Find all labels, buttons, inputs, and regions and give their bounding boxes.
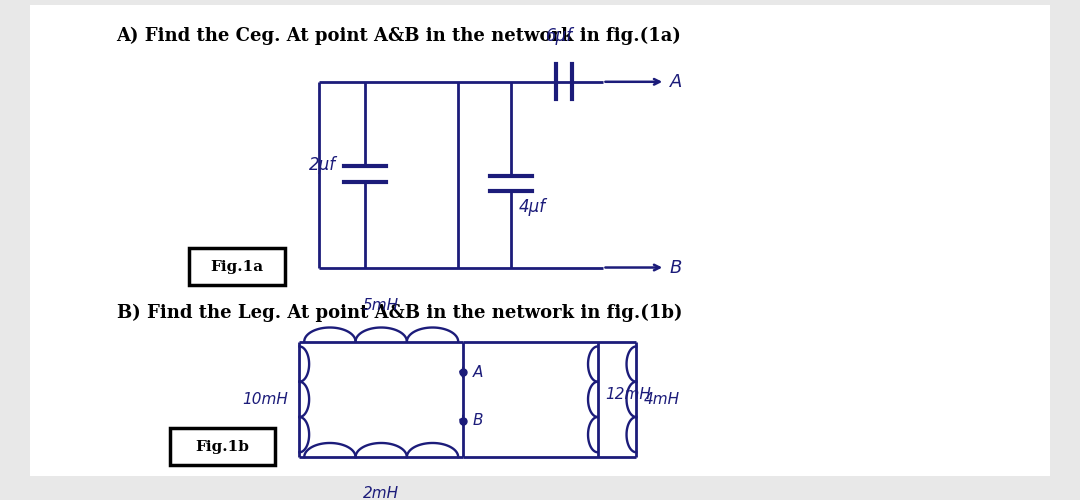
Text: 5mH: 5mH bbox=[363, 298, 400, 312]
Text: Fig.1a: Fig.1a bbox=[211, 260, 264, 274]
Text: 4μf: 4μf bbox=[518, 198, 546, 216]
Text: 2mH: 2mH bbox=[363, 486, 400, 500]
FancyBboxPatch shape bbox=[189, 248, 285, 285]
FancyBboxPatch shape bbox=[30, 5, 1050, 476]
Text: A) Find the Ceg. At point A&B in the network in fig.(1a): A) Find the Ceg. At point A&B in the net… bbox=[117, 27, 681, 45]
FancyBboxPatch shape bbox=[170, 428, 275, 465]
Text: B) Find the Leg. At point A&B in the network in fig.(1b): B) Find the Leg. At point A&B in the net… bbox=[117, 304, 683, 322]
Text: B: B bbox=[473, 413, 483, 428]
Text: 4mH: 4mH bbox=[644, 392, 680, 407]
Text: 6μf: 6μf bbox=[545, 27, 572, 45]
Text: 12mH: 12mH bbox=[606, 387, 651, 402]
Text: 2μf: 2μf bbox=[309, 156, 336, 174]
Text: 10mH: 10mH bbox=[242, 392, 288, 407]
Text: Fig.1b: Fig.1b bbox=[195, 440, 249, 454]
Text: A: A bbox=[473, 365, 483, 380]
Text: B: B bbox=[670, 258, 683, 276]
Text: A: A bbox=[670, 73, 683, 91]
